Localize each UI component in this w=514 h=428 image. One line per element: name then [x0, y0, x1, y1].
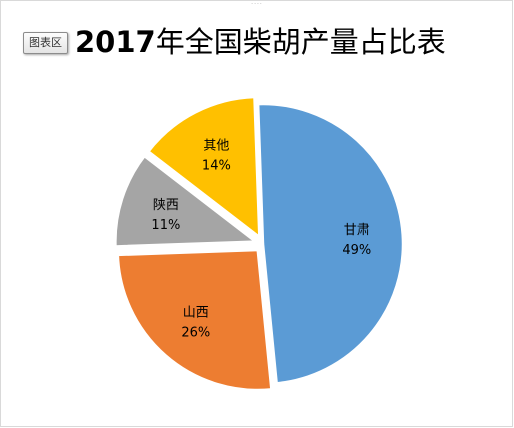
- resize-handle[interactable]: ....: [251, 0, 263, 6]
- slice-label-shanxi: 山西: [183, 306, 209, 321]
- slice-percent-shaanxi: 11%: [151, 218, 180, 233]
- chart-title[interactable]: 2017年全国柴胡产量占比表: [75, 23, 485, 61]
- slice-percent-other: 14%: [202, 158, 231, 173]
- pie-slice-other[interactable]: [147, 95, 261, 239]
- slice-percent-shanxi: 26%: [181, 326, 210, 341]
- chart-title-rest: 年全国柴胡产量占比表: [155, 25, 446, 59]
- chart-area-tag[interactable]: 图表区: [23, 32, 68, 54]
- slice-percent-gansu: 49%: [342, 243, 371, 258]
- slice-label-shaanxi: 陕西: [153, 198, 179, 213]
- pie-slice-shanxi[interactable]: [116, 248, 273, 392]
- chart-title-year: 2017: [75, 25, 156, 59]
- slice-label-other: 其他: [203, 138, 229, 153]
- slice-label-gansu: 甘肃: [344, 223, 370, 238]
- pie-slice-shaanxi[interactable]: [114, 154, 257, 248]
- pie-slice-gansu[interactable]: [256, 102, 405, 385]
